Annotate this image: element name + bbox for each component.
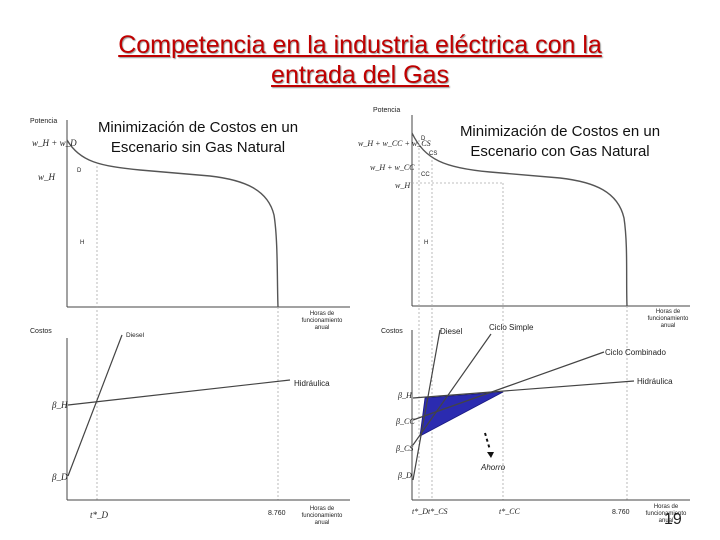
- right-subtitle: Minimización de Costos en un Escenario c…: [440, 122, 680, 162]
- right-y-tick-1: w_H + w_CC + w_CS: [358, 139, 431, 148]
- right-beta-CC: β_CC: [395, 417, 415, 426]
- left-top-y-label: Potencia: [30, 118, 57, 125]
- slide-title: Competencia en la industria eléctrica co…: [0, 30, 720, 90]
- right-x-tick-tD: t*_D: [412, 507, 428, 516]
- right-ciclo-simple-label: Ciclo Simple: [489, 323, 534, 332]
- left-top-x-label-2: funcionamiento: [302, 318, 343, 324]
- right-beta-H: β_H: [397, 391, 413, 400]
- left-subtitle: Minimización de Costos en un Escenario s…: [78, 118, 318, 158]
- left-x-tick-8760: 8.760: [268, 510, 286, 517]
- right-top-x-label-3: anual: [661, 323, 676, 329]
- left-beta-H: β_H: [51, 400, 68, 410]
- right-top-x-label-2: funcionamiento: [648, 316, 689, 322]
- right-y-tick-3: w_H: [395, 181, 411, 190]
- left-diesel-line: [67, 334, 123, 477]
- right-bottom-x-label-3: anual: [659, 518, 674, 524]
- right-ciclo-combinado-label: Ciclo Combinado: [605, 348, 666, 357]
- savings-arrow-head: [487, 452, 494, 458]
- savings-area: [419, 391, 504, 437]
- left-load-curve-plot: Potencia w_H + w_D w_H D H Horas de func…: [30, 118, 350, 500]
- right-x-tick-tCS: t*_CS: [428, 507, 448, 516]
- right-beta-D: β_D: [397, 471, 412, 480]
- left-bottom-y-label: Costos: [30, 328, 52, 335]
- right-hidraulica-label: Hidráulica: [637, 377, 673, 386]
- right-top-y-label: Potencia: [373, 107, 400, 114]
- right-region-D: D: [421, 136, 426, 142]
- left-top-x-label-1: Horas de: [310, 311, 335, 317]
- left-cost-plot: Costos Diesel Hidráulica β_H β_D t*_D 8.…: [30, 328, 350, 526]
- right-ciclo-simple-line: [412, 333, 492, 446]
- right-y-tick-2: w_H + w_CC: [370, 163, 415, 172]
- right-hidraulica-line: [412, 380, 635, 399]
- right-x-tick-8760: 8.760: [612, 509, 630, 516]
- left-region-D: D: [77, 168, 82, 174]
- right-diesel-line: [412, 329, 441, 481]
- left-region-H: H: [80, 240, 84, 246]
- left-top-x-label-3: anual: [315, 325, 330, 331]
- left-hidraulica-line: [67, 379, 291, 406]
- left-bottom-x-label-3: anual: [315, 520, 330, 526]
- left-y-tick-wH: w_H: [38, 172, 56, 182]
- right-bottom-x-label-1: Horas de: [654, 504, 679, 510]
- right-bottom-x-label-2: funcionamiento: [646, 511, 687, 517]
- right-region-H: H: [424, 240, 428, 246]
- right-beta-CS: β_CS: [395, 444, 413, 453]
- left-x-tick-tD: t*_D: [90, 510, 109, 520]
- left-hidraulica-label: Hidráulica: [294, 379, 330, 388]
- right-ciclo-combinado-line: [412, 351, 605, 421]
- right-top-x-label-1: Horas de: [656, 309, 681, 315]
- right-cost-plot: Costos Diesel Ciclo Simple Ciclo Combina…: [381, 323, 690, 524]
- right-load-curve-plot: Potencia w_H + w_CC + w_CS w_H + w_CC w_…: [358, 107, 690, 500]
- right-subtitle-line-1: Minimización de Costos en un: [459, 123, 661, 140]
- title-line-2: entrada del Gas: [271, 61, 449, 89]
- left-subtitle-line-2: Escenario sin Gas Natural: [110, 139, 286, 156]
- savings-arrow: [484, 432, 491, 451]
- left-y-tick-wH-wD: w_H + w_D: [32, 138, 77, 148]
- left-beta-D: β_D: [51, 472, 68, 482]
- right-subtitle-line-2: Escenario con Gas Natural: [470, 143, 650, 160]
- right-load-duration-curve: [411, 132, 628, 307]
- left-bottom-x-label-2: funcionamiento: [302, 513, 343, 519]
- left-subtitle-line-1: Minimización de Costos en un: [97, 119, 299, 136]
- title-line-1: Competencia en la industria eléctrica co…: [118, 31, 602, 59]
- left-diesel-label: Diesel: [126, 332, 145, 339]
- right-x-tick-tCC: t*_CC: [499, 507, 521, 516]
- right-region-CS: CS: [429, 151, 437, 157]
- right-region-CC: CC: [421, 172, 430, 178]
- right-diesel-label: Diesel: [440, 327, 462, 336]
- page-number: 19: [664, 511, 682, 528]
- left-load-duration-curve: [66, 139, 279, 308]
- left-bottom-x-label-1: Horas de: [310, 506, 335, 512]
- right-bottom-y-label: Costos: [381, 328, 403, 335]
- savings-label: Ahorro: [480, 463, 506, 472]
